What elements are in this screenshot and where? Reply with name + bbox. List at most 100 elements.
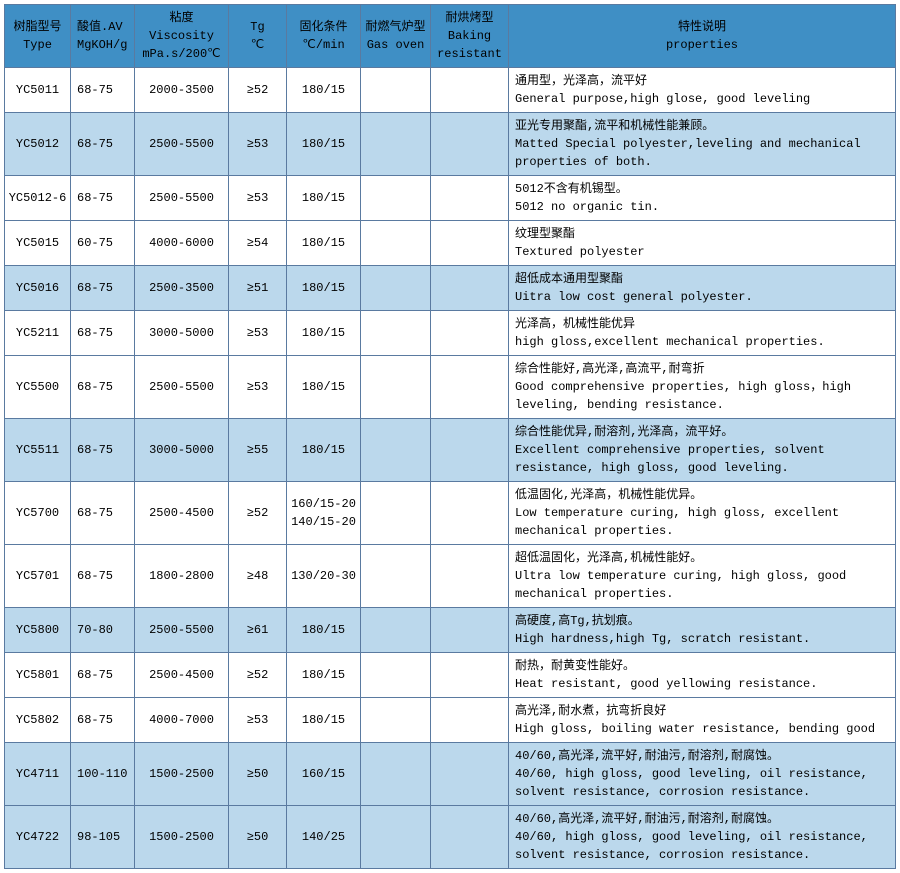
table-row: YC580168-752500-4500≥52180/15耐热，耐黄变性能好。H… bbox=[5, 653, 896, 698]
cell-visc: 4000-6000 bbox=[135, 221, 229, 266]
cell-tg: ≥53 bbox=[229, 356, 287, 419]
cell-prop: 耐热，耐黄变性能好。Heat resistant, good yellowing… bbox=[509, 653, 896, 698]
cell-prop: 超低成本通用型聚酯Uitra low cost general polyeste… bbox=[509, 266, 896, 311]
cell-prop: 亚光专用聚酯,流平和机械性能兼顾。Matted Special polyeste… bbox=[509, 113, 896, 176]
cell-type: YC5012 bbox=[5, 113, 71, 176]
cell-cure: 180/15 bbox=[287, 266, 361, 311]
cell-acid: 68-75 bbox=[71, 482, 135, 545]
cell-gas bbox=[361, 608, 431, 653]
cell-acid: 68-75 bbox=[71, 419, 135, 482]
cell-prop-en: High hardness,high Tg, scratch resistant… bbox=[515, 630, 892, 648]
header-gas: 耐燃气炉型Gas oven bbox=[361, 5, 431, 68]
cell-prop: 高硬度,高Tg,抗划痕。High hardness,high Tg, scrat… bbox=[509, 608, 896, 653]
cell-prop-en: Uitra low cost general polyester. bbox=[515, 288, 892, 306]
cell-cure: 180/15 bbox=[287, 419, 361, 482]
cell-type: YC5016 bbox=[5, 266, 71, 311]
cell-prop-cn: 综合性能优异,耐溶剂,光泽高，流平好。 bbox=[515, 423, 892, 441]
cell-tg: ≥48 bbox=[229, 545, 287, 608]
cell-type: YC5511 bbox=[5, 419, 71, 482]
cell-visc: 2500-5500 bbox=[135, 608, 229, 653]
cell-tg: ≥52 bbox=[229, 482, 287, 545]
cell-prop-en: Heat resistant, good yellowing resistanc… bbox=[515, 675, 892, 693]
header-acid: 酸值.AVMgKOH/g bbox=[71, 5, 135, 68]
cell-cure: 180/15 bbox=[287, 113, 361, 176]
cell-acid: 68-75 bbox=[71, 356, 135, 419]
cell-tg: ≥50 bbox=[229, 743, 287, 806]
cell-bake bbox=[431, 113, 509, 176]
cell-acid: 68-75 bbox=[71, 311, 135, 356]
cell-visc: 2500-4500 bbox=[135, 482, 229, 545]
cell-tg: ≥51 bbox=[229, 266, 287, 311]
cell-visc: 3000-5000 bbox=[135, 419, 229, 482]
cell-type: YC5801 bbox=[5, 653, 71, 698]
cell-acid: 60-75 bbox=[71, 221, 135, 266]
cell-prop-en: Excellent comprehensive properties, solv… bbox=[515, 441, 892, 477]
cell-bake bbox=[431, 743, 509, 806]
cell-gas bbox=[361, 113, 431, 176]
cell-type: YC5800 bbox=[5, 608, 71, 653]
cell-prop-en: Low temperature curing, high gloss, exce… bbox=[515, 504, 892, 540]
cell-visc: 4000-7000 bbox=[135, 698, 229, 743]
cell-cure: 160/15 bbox=[287, 743, 361, 806]
cell-bake bbox=[431, 68, 509, 113]
cell-acid: 68-75 bbox=[71, 698, 135, 743]
cell-acid: 68-75 bbox=[71, 68, 135, 113]
cell-cure: 140/25 bbox=[287, 806, 361, 869]
table-row: YC501168-752000-3500≥52180/15通用型，光泽高，流平好… bbox=[5, 68, 896, 113]
cell-tg: ≥52 bbox=[229, 653, 287, 698]
cell-type: YC5701 bbox=[5, 545, 71, 608]
cell-visc: 2500-4500 bbox=[135, 653, 229, 698]
cell-gas bbox=[361, 482, 431, 545]
table-row: YC472298-1051500-2500≥50140/2540/60,高光泽,… bbox=[5, 806, 896, 869]
cell-tg: ≥53 bbox=[229, 698, 287, 743]
cell-cure: 180/15 bbox=[287, 311, 361, 356]
cell-acid: 68-75 bbox=[71, 266, 135, 311]
cell-visc: 3000-5000 bbox=[135, 311, 229, 356]
cell-prop-en: Textured polyester bbox=[515, 243, 892, 261]
cell-prop: 低温固化,光泽高，机械性能优异。Low temperature curing, … bbox=[509, 482, 896, 545]
cell-tg: ≥53 bbox=[229, 311, 287, 356]
cell-prop-cn: 亚光专用聚酯,流平和机械性能兼顾。 bbox=[515, 117, 892, 135]
cell-prop-en: Ultra low temperature curing, high gloss… bbox=[515, 567, 892, 603]
table-row: YC570168-751800-2800≥48130/20-30超低温固化，光泽… bbox=[5, 545, 896, 608]
cell-type: YC5500 bbox=[5, 356, 71, 419]
cell-visc: 2500-5500 bbox=[135, 356, 229, 419]
cell-type: YC4722 bbox=[5, 806, 71, 869]
header-bake: 耐烘烤型Bakingresistant bbox=[431, 5, 509, 68]
table-row: YC580070-802500-5500≥61180/15高硬度,高Tg,抗划痕… bbox=[5, 608, 896, 653]
cell-tg: ≥52 bbox=[229, 68, 287, 113]
cell-prop: 综合性能优异,耐溶剂,光泽高，流平好。Excellent comprehensi… bbox=[509, 419, 896, 482]
cell-cure: 180/15 bbox=[287, 698, 361, 743]
cell-prop-en: 40/60, high gloss, good leveling, oil re… bbox=[515, 765, 892, 801]
cell-type: YC5802 bbox=[5, 698, 71, 743]
cell-prop-cn: 超低成本通用型聚酯 bbox=[515, 270, 892, 288]
header-type: 树脂型号Type bbox=[5, 5, 71, 68]
cell-bake bbox=[431, 356, 509, 419]
cell-visc: 2500-5500 bbox=[135, 176, 229, 221]
cell-prop: 纹理型聚酯Textured polyester bbox=[509, 221, 896, 266]
cell-tg: ≥50 bbox=[229, 806, 287, 869]
table-row: YC550068-752500-5500≥53180/15综合性能好,高光泽,高… bbox=[5, 356, 896, 419]
cell-prop-cn: 高光泽,耐水煮，抗弯折良好 bbox=[515, 702, 892, 720]
cell-tg: ≥61 bbox=[229, 608, 287, 653]
cell-bake bbox=[431, 419, 509, 482]
cell-prop-en: 5012 no organic tin. bbox=[515, 198, 892, 216]
cell-tg: ≥55 bbox=[229, 419, 287, 482]
cell-cure: 180/15 bbox=[287, 68, 361, 113]
cell-cure: 180/15 bbox=[287, 176, 361, 221]
cell-prop-cn: 通用型，光泽高，流平好 bbox=[515, 72, 892, 90]
cell-prop: 高光泽,耐水煮，抗弯折良好High gloss, boiling water r… bbox=[509, 698, 896, 743]
cell-prop-cn: 超低温固化，光泽高,机械性能好。 bbox=[515, 549, 892, 567]
cell-acid: 68-75 bbox=[71, 113, 135, 176]
cell-gas bbox=[361, 311, 431, 356]
cell-prop: 综合性能好,高光泽,高流平,耐弯折Good comprehensive prop… bbox=[509, 356, 896, 419]
table-row: YC4711100-1101500-2500≥50160/1540/60,高光泽… bbox=[5, 743, 896, 806]
header-tg: Tg℃ bbox=[229, 5, 287, 68]
cell-visc: 2500-3500 bbox=[135, 266, 229, 311]
cell-acid: 70-80 bbox=[71, 608, 135, 653]
cell-gas bbox=[361, 176, 431, 221]
cell-visc: 1500-2500 bbox=[135, 806, 229, 869]
cell-type: YC5211 bbox=[5, 311, 71, 356]
cell-prop: 超低温固化，光泽高,机械性能好。Ultra low temperature cu… bbox=[509, 545, 896, 608]
cell-prop-cn: 低温固化,光泽高，机械性能优异。 bbox=[515, 486, 892, 504]
